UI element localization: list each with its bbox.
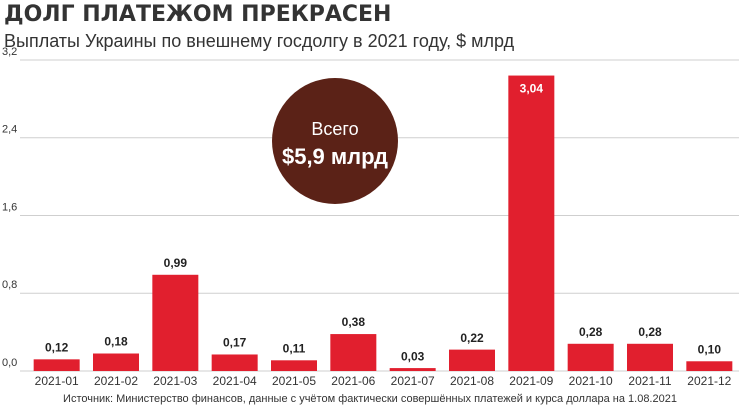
value-label: 0,38 [342, 315, 366, 329]
bar [330, 334, 377, 371]
bar [152, 274, 199, 371]
bar [449, 349, 495, 371]
x-tick-label: 2021-07 [391, 374, 435, 388]
source: Источник: Министерство финансов, данные … [63, 393, 677, 405]
chart-title: ДОЛГ ПЛАТЕЖОМ ПРЕКРАСЕН [4, 2, 391, 27]
total-badge [272, 78, 398, 204]
x-tick-label: 2021-03 [153, 374, 197, 388]
y-tick-label: 1,6 [2, 201, 17, 213]
value-label: 0,28 [579, 325, 603, 339]
x-tick-label: 2021-02 [94, 374, 138, 388]
bar [211, 354, 258, 371]
bar [33, 359, 80, 371]
bar [627, 343, 673, 371]
y-tick-label: 0,8 [2, 279, 17, 291]
bar [271, 360, 317, 371]
y-tick-label: 3,2 [2, 46, 17, 58]
x-tick-label: 2021-06 [331, 374, 375, 388]
value-label: 0,99 [164, 256, 188, 270]
bar [389, 368, 436, 371]
value-label: 3,04 [520, 82, 544, 96]
value-label: 0,11 [283, 341, 306, 355]
value-label: 0,18 [104, 335, 128, 349]
bar [567, 343, 614, 371]
bar [508, 75, 555, 372]
value-label: 0,03 [401, 349, 425, 363]
value-label: 0,12 [45, 341, 69, 355]
annotation: $5,9 млрд [282, 144, 388, 169]
y-tick-label: 2,4 [2, 124, 17, 136]
x-tick-label: 2021-04 [213, 374, 257, 388]
x-tick-label: 2021-01 [35, 374, 79, 388]
x-tick-label: 2021-05 [272, 374, 316, 388]
x-tick-label: 2021-12 [687, 374, 731, 388]
y-tick-label: 0,0 [2, 357, 17, 369]
value-label: 0,28 [638, 325, 662, 339]
chart-subtitle: Выплаты Украины по внешнему госдолгу в 2… [4, 31, 515, 51]
bar [686, 361, 733, 371]
x-tick-label: 2021-09 [509, 374, 553, 388]
x-tick-label: 2021-10 [569, 374, 613, 388]
bar [93, 353, 139, 371]
value-label: 0,17 [223, 336, 247, 350]
x-tick-label: 2021-08 [450, 374, 494, 388]
annotation: Всего [311, 119, 358, 139]
x-tick-label: 2021-11 [628, 374, 671, 388]
value-label: 0,10 [698, 342, 722, 356]
value-label: 0,22 [460, 331, 484, 345]
